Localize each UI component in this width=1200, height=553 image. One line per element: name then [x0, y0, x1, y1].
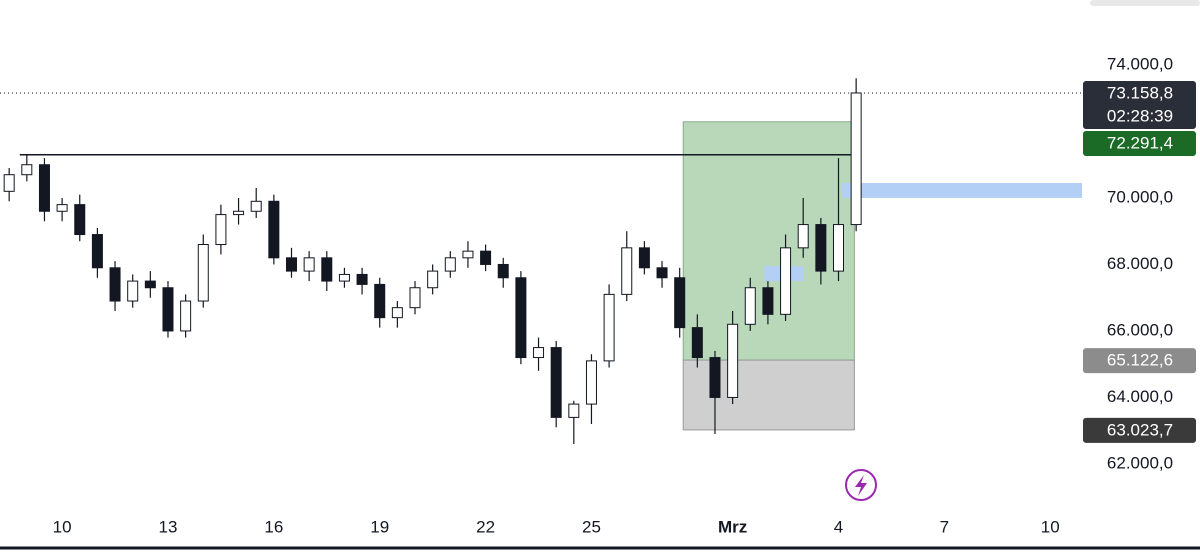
candle-body — [815, 224, 827, 272]
candle-body — [338, 273, 350, 282]
candle-body — [268, 200, 280, 259]
candle-body — [762, 287, 774, 315]
candle-body — [674, 277, 686, 329]
candle-body — [691, 327, 703, 359]
candle-body — [91, 234, 103, 269]
candle-body — [497, 263, 509, 279]
entry-price-label: 65.122,6 — [1107, 351, 1173, 370]
candle-body — [550, 347, 562, 418]
x-tick-label: 13 — [159, 517, 178, 536]
candle-body — [656, 267, 668, 279]
y-tick-label: 66.000,0 — [1107, 320, 1173, 339]
last-price-countdown: 02:28:39 — [1107, 106, 1173, 125]
candle-body — [215, 214, 227, 246]
candle-body — [391, 307, 403, 319]
candle-body — [780, 247, 792, 315]
candle-body — [409, 287, 421, 309]
candle-body — [533, 347, 545, 359]
candle-body — [180, 300, 192, 332]
target-price-box — [1083, 130, 1196, 156]
x-tick-label: 22 — [476, 517, 495, 536]
candle-body — [850, 92, 862, 226]
candle-body — [480, 250, 492, 265]
candle-body — [427, 270, 439, 289]
candle-body — [127, 280, 139, 302]
candle-body — [638, 247, 650, 269]
candle-body — [832, 224, 844, 272]
candle-body — [321, 257, 333, 282]
x-tick-label: 25 — [582, 517, 601, 536]
candle-body — [38, 164, 50, 212]
x-tick-label: 16 — [264, 517, 283, 536]
y-tick-label: 62.000,0 — [1107, 453, 1173, 472]
stop-price-label: 63.023,7 — [1107, 420, 1173, 439]
candle-body — [197, 244, 209, 302]
candle-body — [3, 174, 15, 192]
loss-zone — [682, 359, 855, 431]
candle-body — [374, 283, 386, 319]
candle-body — [709, 357, 721, 398]
y-tick-label: 64.000,0 — [1107, 387, 1173, 406]
y-tick-label: 68.000,0 — [1107, 254, 1173, 273]
candle-body — [109, 267, 121, 302]
x-tick-label: 7 — [940, 517, 949, 536]
candle-body — [744, 287, 756, 325]
candle-body — [356, 273, 368, 285]
x-tick-label: 4 — [834, 517, 843, 536]
candle-body — [162, 287, 174, 332]
entry-price-box — [1083, 348, 1196, 374]
x-tick-label: Mrz — [718, 517, 747, 536]
candle-body — [285, 257, 297, 272]
candle-body — [250, 200, 262, 212]
profit-zone — [682, 121, 855, 361]
candle-body — [144, 280, 156, 289]
y-tick-label: 70.000,0 — [1107, 187, 1173, 206]
event-bolt — [855, 475, 867, 496]
x-tick-label: 10 — [53, 517, 72, 536]
candle-body — [233, 210, 245, 216]
candle-body — [585, 360, 597, 405]
zone — [842, 183, 1082, 198]
top-button[interactable] — [1090, 0, 1200, 6]
candle-body — [444, 257, 456, 272]
last-price-label: 73.158,8 — [1107, 83, 1173, 102]
last-price-box — [1083, 80, 1196, 129]
stop-price-box — [1083, 417, 1196, 443]
candle-body — [727, 323, 739, 398]
candle-body — [74, 204, 86, 236]
y-tick-label: 74.000,0 — [1107, 54, 1173, 73]
candle-body — [568, 403, 580, 418]
candle-body — [621, 247, 633, 295]
x-tick-label: 10 — [1041, 517, 1060, 536]
candle-body — [21, 164, 33, 176]
candle-body — [797, 224, 809, 249]
target-price-label: 72.291,4 — [1107, 133, 1173, 152]
candle-body — [462, 250, 474, 259]
candle-body — [515, 277, 527, 359]
candle-body — [603, 293, 615, 362]
x-tick-label: 19 — [370, 517, 389, 536]
candle-body — [56, 204, 68, 212]
candle-body — [303, 257, 315, 272]
event-icon[interactable] — [845, 469, 877, 501]
